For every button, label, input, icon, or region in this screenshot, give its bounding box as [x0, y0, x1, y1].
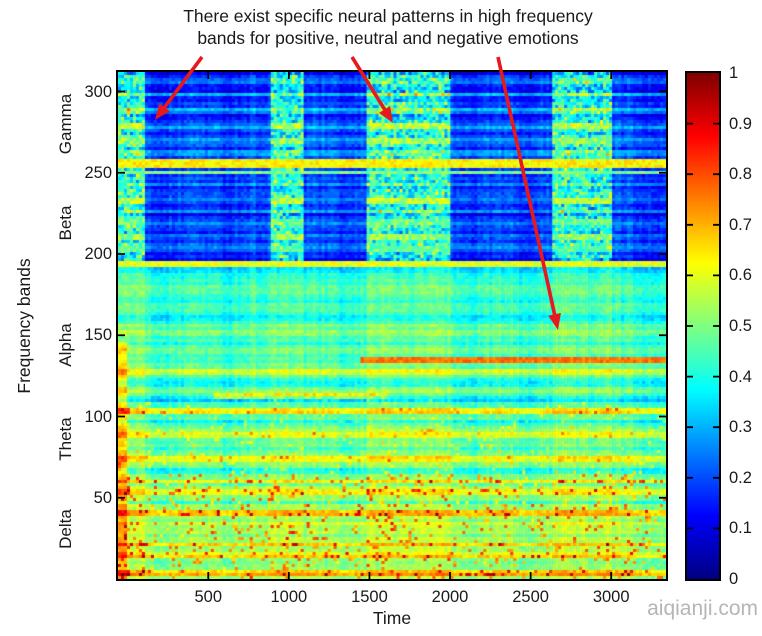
x-tick-label: 1500 — [351, 588, 388, 606]
y-tick-label: 100 — [84, 407, 112, 426]
colorbar-tick-label: 1 — [729, 64, 739, 82]
x-tick-label: 3000 — [592, 588, 630, 606]
x-axis-label: Time — [372, 608, 412, 628]
x-tick-label: 500 — [194, 588, 223, 606]
x-tick-label: 2500 — [512, 588, 549, 606]
watermark: aiqianji.com — [647, 597, 758, 620]
band-label-beta: Beta — [56, 205, 75, 241]
colorbar-tick-label: 0.6 — [729, 266, 752, 285]
colorbar-tick-label: 0.1 — [729, 519, 752, 538]
figure-title-line1: There exist specific neural patterns in … — [183, 6, 593, 26]
y-axis-label: Frequency bands — [14, 258, 34, 394]
y-tick-label: 200 — [84, 245, 112, 263]
colorbar-tick-label: 0.7 — [729, 215, 752, 234]
x-tick-label: 1000 — [270, 588, 308, 606]
y-tick-label: 300 — [84, 82, 112, 101]
heatmap-plot-area — [116, 70, 668, 581]
colorbar-tick-label: 0.3 — [729, 418, 752, 437]
colorbar-gradient-canvas — [687, 73, 719, 579]
colorbar-tick-label: 0.5 — [729, 317, 752, 335]
y-tick-label: 50 — [93, 488, 112, 507]
colorbar — [685, 71, 721, 581]
figure-title-line2: bands for positive, neutral and negative… — [197, 28, 579, 48]
colorbar-tick-label: 0.9 — [729, 114, 752, 133]
colorbar-tick-label: 0 — [729, 570, 739, 588]
colorbar-tick-label: 0.2 — [729, 468, 752, 487]
figure-title: There exist specific neural patterns in … — [18, 5, 758, 49]
heatmap-canvas — [118, 72, 666, 579]
colorbar-tick-label: 0.8 — [729, 165, 752, 184]
band-label-delta: Delta — [56, 508, 75, 549]
y-tick-label: 150 — [84, 326, 112, 345]
colorbar-tick-label: 0.4 — [729, 367, 752, 386]
x-tick-label: 2000 — [431, 588, 469, 606]
y-tick-label: 250 — [84, 163, 112, 182]
